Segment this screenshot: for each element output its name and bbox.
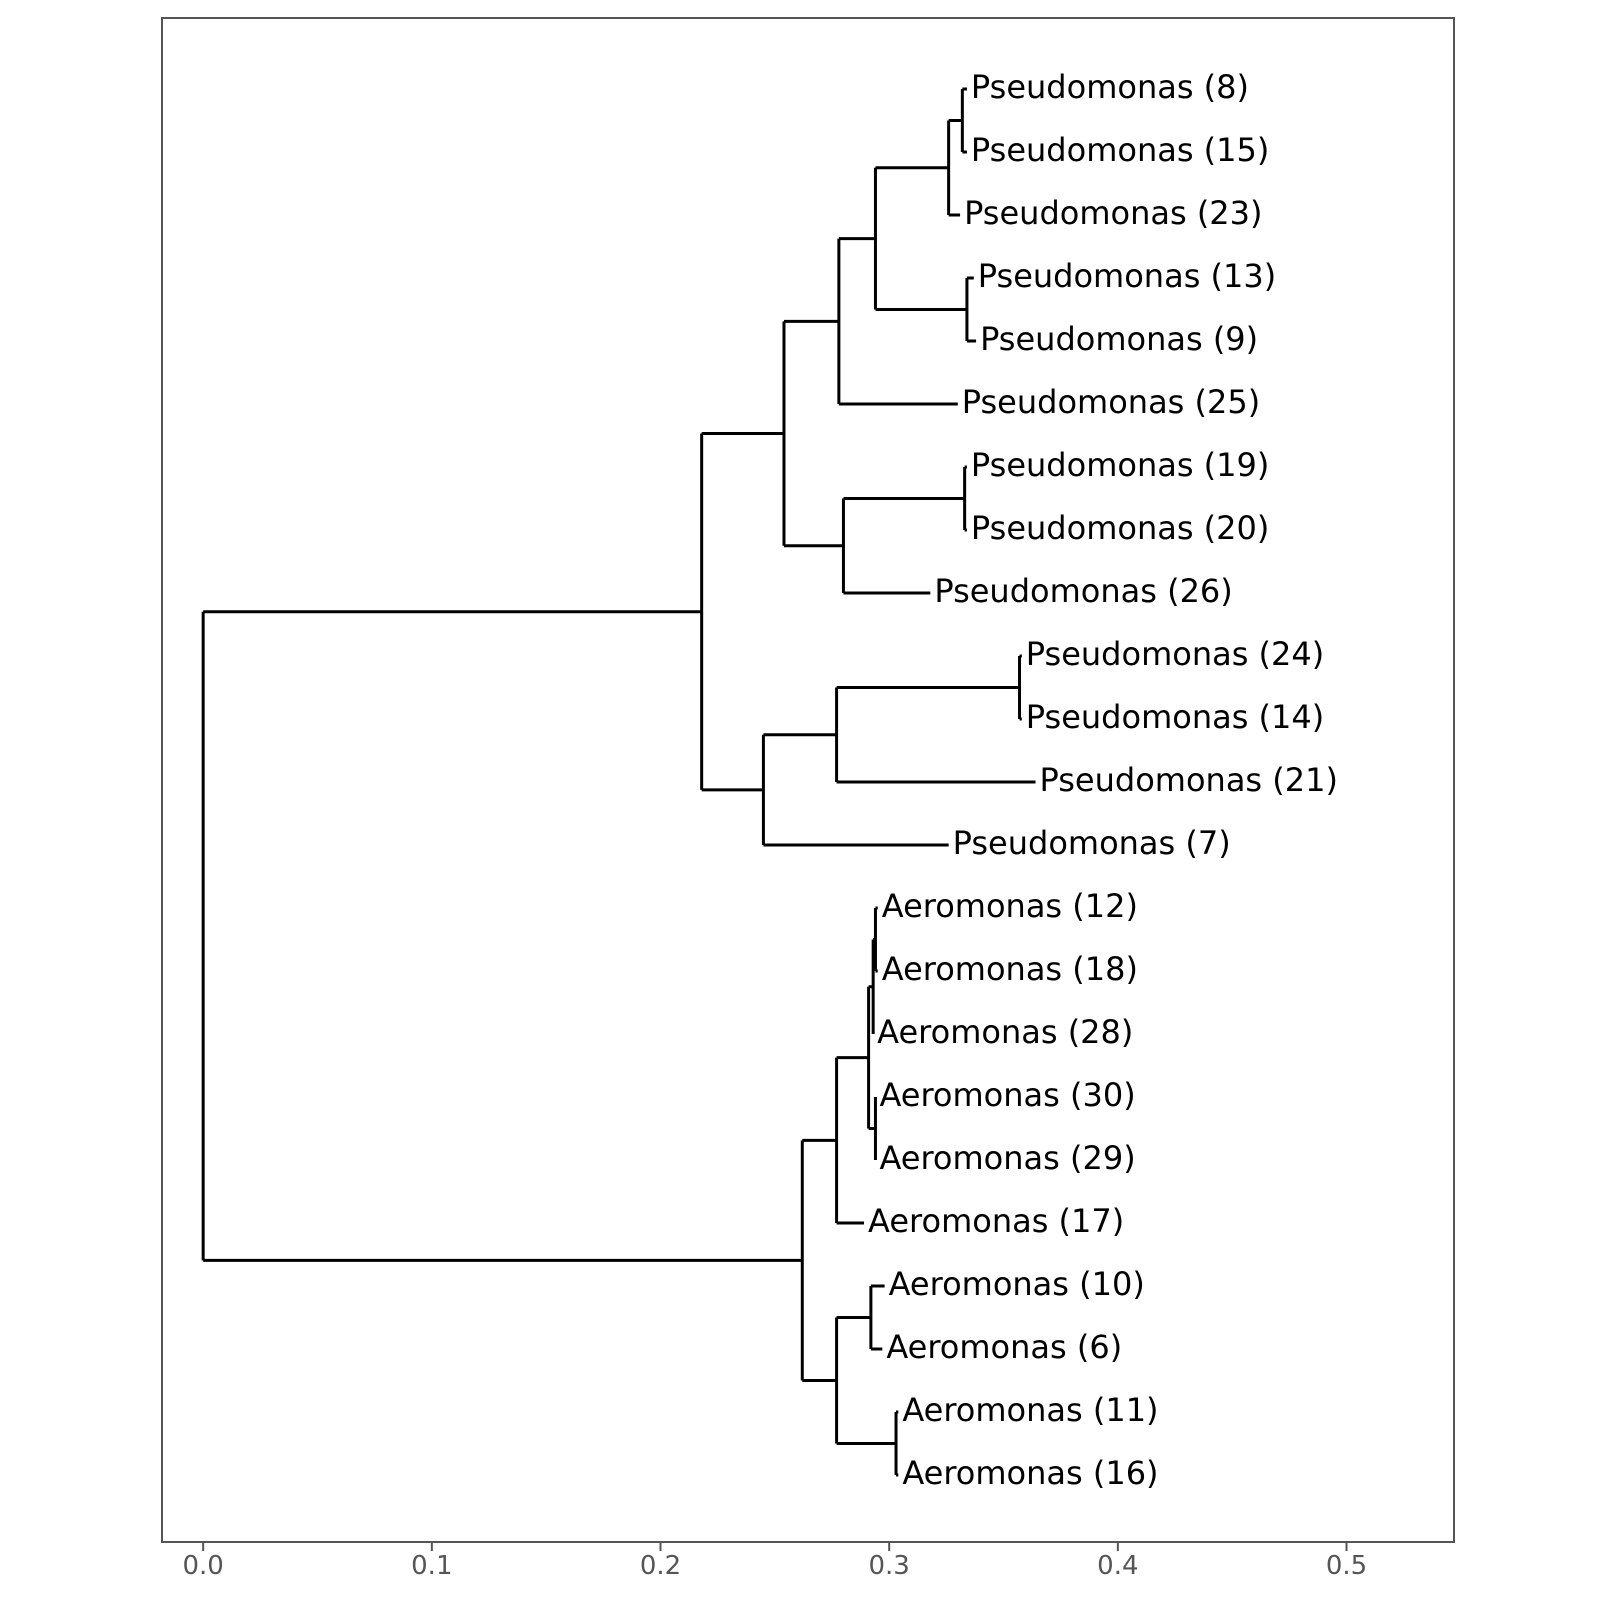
tip-label: Aeromonas (12) [882,887,1138,925]
plot-frame [161,17,1455,1543]
tip-label: Pseudomonas (14) [1026,698,1324,736]
tip-label: Aeromonas (18) [882,950,1138,988]
tip-label: Pseudomonas (21) [1040,761,1338,799]
tip-labels: Pseudomonas (8) Pseudomonas (15) Pseudomon… [868,68,1338,1492]
tip-label: Pseudomonas (26) [934,572,1232,610]
x-tick-label: 0.1 [411,1551,452,1581]
x-tick-label: 0.4 [1097,1551,1138,1581]
tip-label: Pseudomonas (25) [962,383,1260,421]
tip-label: Aeromonas (10) [889,1265,1145,1303]
tip-label: Pseudomonas (13) [978,257,1276,295]
x-tick-label: 0.5 [1326,1551,1367,1581]
tip-label: Aeromonas (17) [868,1202,1124,1240]
tip-label: Aeromonas (6) [886,1328,1122,1366]
tip-label: Aeromonas (16) [902,1454,1158,1492]
tip-label: Aeromonas (30) [879,1076,1135,1114]
tip-label: Pseudomonas (19) [971,446,1269,484]
tip-label: Aeromonas (11) [902,1391,1158,1429]
x-tick-label: 0.0 [182,1551,223,1581]
tip-label: Aeromonas (28) [877,1013,1133,1051]
tip-label: Pseudomonas (24) [1026,635,1324,673]
tip-label: Pseudomonas (7) [953,824,1231,862]
x-tick-label: 0.2 [640,1551,681,1581]
tip-label: Pseudomonas (20) [971,509,1269,547]
tip-label: Pseudomonas (15) [971,131,1269,169]
tip-label: Pseudomonas (9) [980,320,1258,358]
tip-label: Pseudomonas (23) [964,194,1262,232]
tip-label: Pseudomonas (8) [971,68,1249,106]
tip-label: Aeromonas (29) [879,1139,1135,1177]
x-axis: 0.0 0.1 0.2 0.3 0.4 0.5 [182,1542,1367,1581]
tree-branches [201,87,1036,1477]
x-tick-label: 0.3 [868,1551,909,1581]
